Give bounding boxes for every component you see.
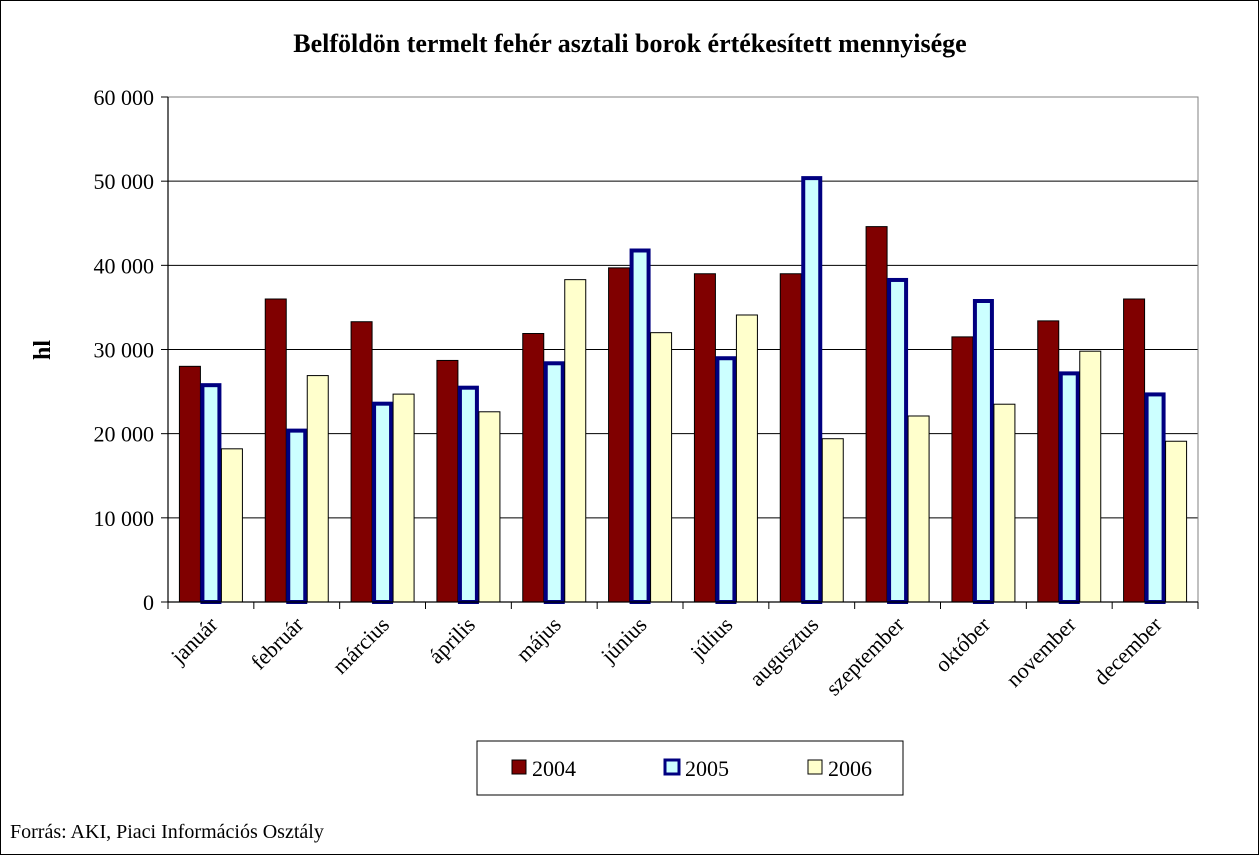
x-tick-label: december: [1088, 611, 1167, 690]
x-tick-label: augusztus: [744, 612, 823, 691]
bar-2005-1: [286, 428, 308, 604]
bar-2004-0: [178, 365, 201, 603]
x-tick-label: január: [165, 611, 223, 669]
y-tick-label: 20 000: [94, 422, 155, 447]
bar-2004-2: [350, 321, 373, 603]
bar-2005-5: [629, 248, 651, 604]
bars: [178, 176, 1188, 605]
y-axis-label: hl: [30, 340, 56, 360]
y-tick-label: 60 000: [94, 85, 155, 110]
bar-2005-9: [972, 299, 994, 604]
bar-2006-11: [1165, 440, 1188, 603]
bar-2004-7: [779, 273, 802, 603]
x-tick-label: március: [327, 612, 394, 679]
bar-2006-4: [564, 279, 587, 603]
bar-2006-8: [907, 415, 930, 603]
bar-2006-1: [306, 375, 329, 603]
chart-title: Belföldön termelt fehér asztali borok ér…: [293, 29, 966, 58]
bar-2005-4: [543, 361, 565, 604]
bar-2005-8: [887, 277, 909, 604]
x-tick-label: november: [1001, 611, 1081, 691]
bar-2005-6: [715, 356, 737, 604]
bar-2004-3: [436, 359, 459, 603]
legend-swatch-2005: [663, 758, 681, 776]
x-tick-label: június: [595, 612, 651, 668]
bar-2006-0: [220, 448, 243, 603]
legend-label-2004: 2004: [532, 756, 576, 781]
legend: 2004 2005 2006: [476, 740, 904, 796]
bar-2006-10: [1079, 350, 1102, 603]
y-tick-label: 50 000: [94, 169, 155, 194]
bar-2004-1: [264, 298, 287, 603]
y-tick-label: 30 000: [94, 338, 155, 363]
x-tick-label: július: [684, 612, 737, 665]
bar-2005-7: [801, 176, 823, 604]
bar-2004-6: [693, 273, 716, 603]
legend-box: [476, 740, 904, 796]
x-tick-label: április: [423, 612, 480, 669]
bar-2006-7: [821, 438, 844, 603]
bar-2006-9: [993, 403, 1016, 603]
bar-2006-3: [478, 411, 501, 603]
bar-2005-10: [1058, 371, 1080, 604]
legend-swatch-2004: [511, 759, 527, 775]
y-ticks: 0 10 000 20 000 30 000 40 000 50 000 60 000: [94, 85, 168, 615]
x-ticks: január február március április május június jú…: [165, 602, 1199, 700]
x-tick-label: szeptember: [821, 611, 910, 700]
x-tick-label: október: [930, 611, 996, 677]
source-note: Forrás: AKI, Piaci Információs Osztály: [10, 821, 324, 843]
bar-2004-8: [865, 226, 888, 603]
bar-2004-4: [522, 333, 545, 603]
bar-2005-2: [372, 401, 394, 604]
y-tick-label: 0: [143, 590, 154, 615]
x-tick-label: február: [246, 611, 309, 674]
bar-2004-10: [1037, 320, 1060, 603]
bar-2004-9: [951, 336, 974, 603]
bar-2006-6: [735, 314, 758, 603]
y-tick-label: 40 000: [94, 253, 155, 278]
legend-label-2005: 2005: [685, 756, 729, 781]
bar-2005-11: [1144, 392, 1166, 604]
y-tick-label: 10 000: [94, 506, 155, 531]
bar-2005-3: [457, 385, 479, 605]
bar-2006-5: [650, 332, 673, 603]
bar-2006-2: [392, 393, 415, 603]
legend-label-2006: 2006: [828, 756, 872, 781]
bar-2004-11: [1123, 298, 1146, 603]
bar-2004-5: [608, 267, 631, 603]
bar-2005-0: [200, 383, 222, 604]
legend-swatch-2006: [807, 759, 823, 775]
x-tick-label: május: [511, 612, 566, 667]
